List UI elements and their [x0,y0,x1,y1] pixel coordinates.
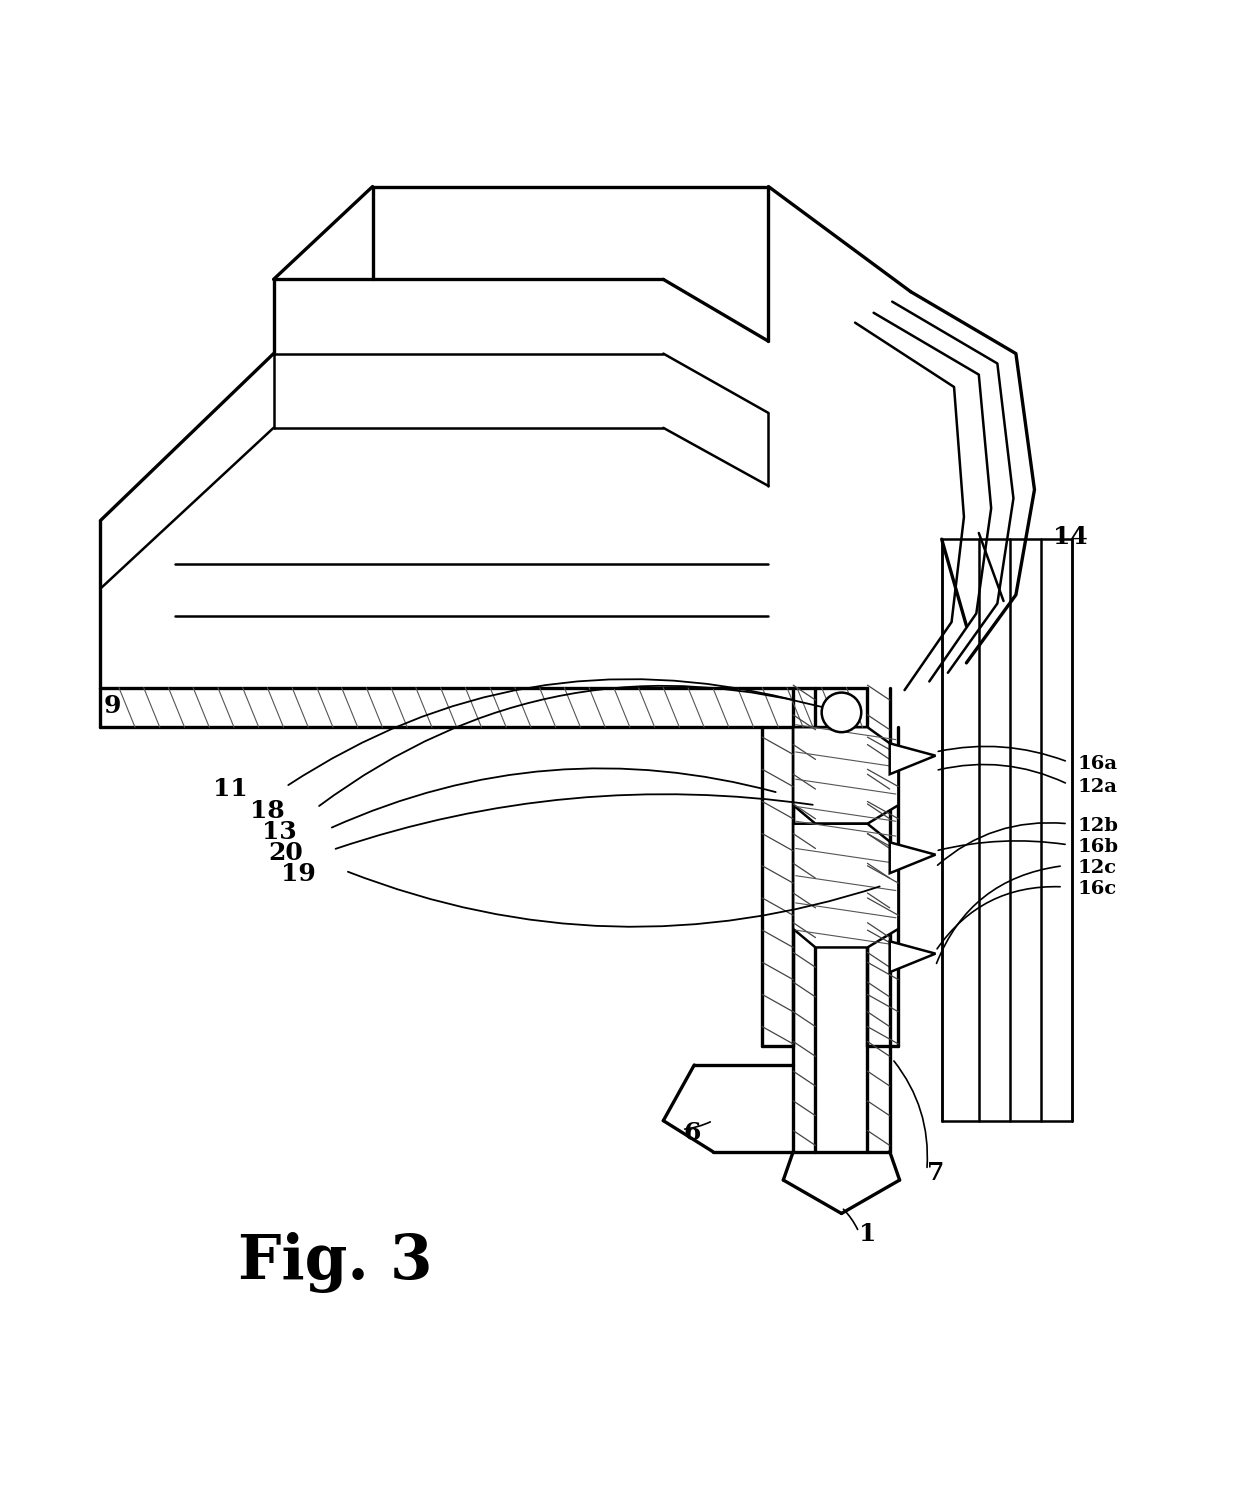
Polygon shape [794,824,898,947]
Circle shape [822,693,862,732]
Polygon shape [890,941,935,973]
Text: Fig. 3: Fig. 3 [238,1232,433,1294]
Text: 20: 20 [269,841,304,865]
Text: 12a: 12a [1078,778,1117,796]
Text: 9: 9 [104,694,122,718]
Text: 13: 13 [263,820,298,844]
Text: 19: 19 [281,862,316,886]
Text: 1: 1 [859,1223,877,1247]
Text: 11: 11 [213,776,248,800]
Polygon shape [794,727,898,824]
Text: 12b: 12b [1078,817,1118,835]
Text: 16a: 16a [1078,755,1118,773]
Text: 16c: 16c [1078,880,1117,898]
Polygon shape [890,744,935,775]
Text: 12c: 12c [1078,859,1117,877]
Text: 14: 14 [1053,525,1087,549]
Text: 6: 6 [683,1121,701,1145]
Text: 7: 7 [926,1160,944,1184]
Text: 18: 18 [250,799,285,823]
Text: 16b: 16b [1078,838,1118,856]
Polygon shape [890,842,935,874]
